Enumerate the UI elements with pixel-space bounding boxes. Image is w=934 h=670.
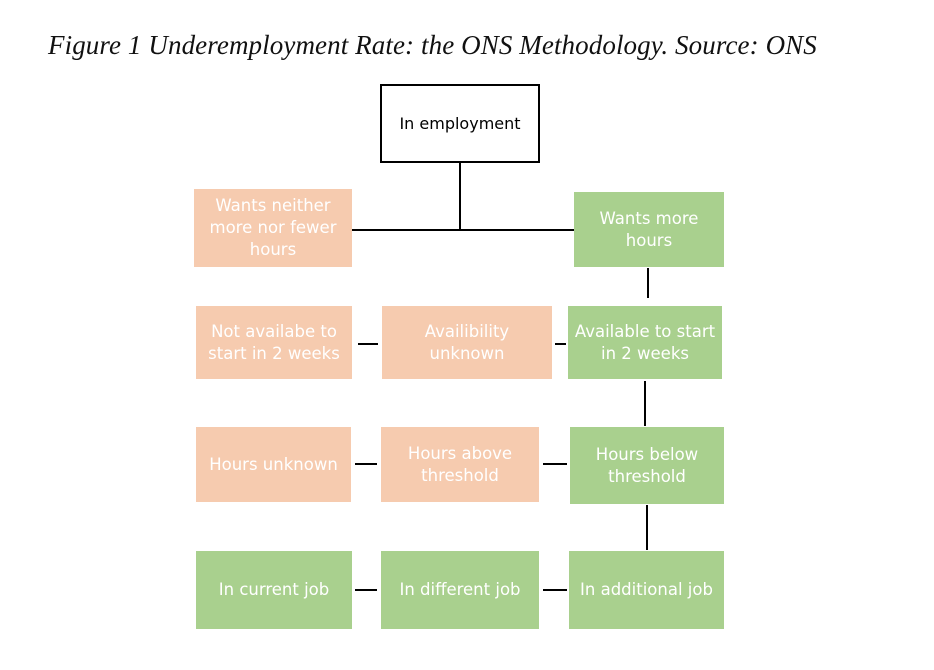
node-hours-unknown: Hours unknown	[196, 427, 351, 502]
connector-hoursbelow-additional	[646, 505, 648, 550]
connector-available-hoursbelow	[644, 381, 646, 426]
node-not-available: Not availabe to start in 2 weeks	[196, 306, 352, 379]
connector-above-below	[543, 463, 567, 465]
node-availability-unknown: Availibility unknown	[382, 306, 552, 379]
node-available: Available to start in 2 weeks	[568, 306, 722, 379]
connector-current-different	[355, 589, 377, 591]
node-in-current-job: In current job	[196, 551, 352, 629]
node-hours-above-threshold: Hours above threshold	[381, 427, 539, 502]
connector-unknown-available	[555, 343, 566, 345]
connector-hoursunknown-above	[355, 463, 377, 465]
node-in-additional-job: In additional job	[569, 551, 724, 629]
figure-caption: Figure 1 Underemployment Rate: the ONS M…	[48, 30, 817, 60]
connector-notavailable-unknown	[358, 343, 378, 345]
node-in-different-job: In different job	[381, 551, 539, 629]
connector-wantsmore-available	[647, 268, 649, 298]
connector-root-down	[459, 162, 461, 230]
node-hours-below-threshold: Hours below threshold	[570, 427, 724, 504]
connector-row1-horizontal	[352, 229, 574, 231]
node-wants-more: Wants more hours	[574, 192, 724, 267]
connector-different-additional	[543, 589, 567, 591]
node-wants-neither: Wants neither more nor fewer hours	[194, 189, 352, 267]
node-in-employment: In employment	[380, 84, 540, 163]
